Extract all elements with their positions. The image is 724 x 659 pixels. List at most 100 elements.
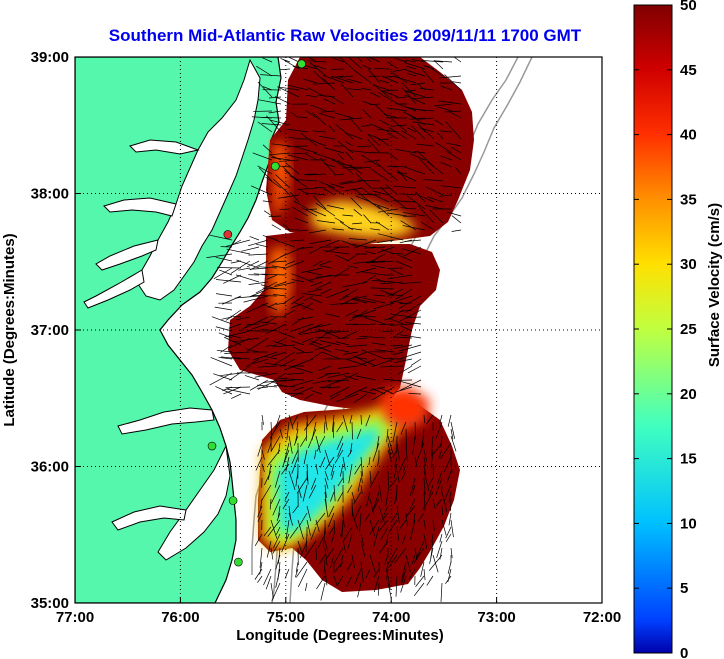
station-marker (234, 557, 243, 567)
velocity-vector (380, 75, 399, 84)
velocity-vector (342, 414, 348, 432)
velocity-vector (439, 194, 453, 197)
velocity-vector (302, 302, 314, 310)
velocity-vector (351, 491, 356, 503)
velocity-vector (270, 154, 282, 161)
velocity-vector (383, 505, 389, 515)
velocity-vector (210, 357, 233, 367)
velocity-vector (318, 265, 332, 269)
velocity-vector (422, 491, 434, 510)
velocity-vector (319, 260, 332, 266)
velocity-vector (439, 130, 453, 133)
velocity-vector (373, 302, 395, 310)
velocity-vector (359, 335, 386, 339)
velocity-vector (292, 505, 299, 514)
velocity-vector (405, 442, 408, 462)
velocity-vector (279, 428, 284, 439)
velocity-vector (387, 288, 404, 297)
velocity-vector (375, 104, 390, 119)
station-marker (270, 161, 280, 171)
velocity-vector (348, 238, 368, 241)
velocity-vector (415, 191, 426, 203)
velocity-vector (265, 575, 272, 590)
velocity-vector (267, 519, 281, 537)
pamlico-sound (157, 444, 231, 561)
velocity-vector (380, 281, 404, 285)
velocity-vector (329, 95, 345, 105)
velocity-vector (399, 519, 407, 530)
velocity-vector (261, 116, 282, 119)
velocity-vector (451, 215, 462, 224)
velocity-vector (274, 239, 296, 248)
velocity-vector (394, 358, 413, 363)
velocity-vector (369, 246, 386, 249)
velocity-vector (395, 575, 398, 597)
velocity-vector (392, 68, 408, 72)
velocity-vector (396, 505, 400, 524)
velocity-vector (390, 512, 398, 523)
colorbar-tick-label: 5 (680, 580, 688, 597)
x-tick-label: 77:00 (56, 609, 94, 626)
velocity-vector (213, 373, 233, 381)
velocity-vector (257, 512, 263, 522)
velocity-vector (436, 540, 443, 558)
velocity-vector (318, 112, 336, 119)
velocity-vector (252, 152, 273, 161)
velocity-vector (338, 57, 354, 70)
velocity-vector (450, 547, 453, 559)
velocity-vector (405, 505, 416, 518)
velocity-vector (443, 484, 452, 502)
velocity-vector (320, 157, 336, 175)
velocity-vector (353, 491, 362, 505)
velocity-vector (257, 81, 273, 98)
velocity-vector (265, 176, 282, 189)
velocity-vector (263, 379, 287, 383)
velocity-vector (328, 526, 335, 535)
velocity-vector (324, 568, 328, 586)
velocity-vector (388, 274, 413, 280)
velocity-vector (410, 358, 422, 366)
x-tick-label: 75:00 (267, 609, 305, 626)
velocity-vector (252, 295, 278, 297)
velocity-vector (355, 195, 372, 203)
velocity-vector (347, 484, 353, 493)
grid-lines (75, 57, 602, 603)
velocity-vector (371, 388, 386, 395)
velocity-vector (309, 239, 332, 245)
velocity-vector (271, 143, 291, 147)
velocity-vector (444, 74, 462, 91)
velocity-vector (291, 279, 305, 283)
velocity-vector (296, 351, 314, 354)
velocity-vector (272, 344, 296, 348)
velocity-vector (315, 202, 336, 217)
velocity-vector (289, 175, 309, 189)
velocity-vector (324, 484, 327, 498)
velocity-vector (297, 187, 318, 190)
velocity-vector (395, 76, 417, 84)
velocity-vector (299, 330, 323, 336)
velocity-vector (364, 512, 371, 522)
velocity-vector (308, 288, 323, 293)
velocity-vector (454, 166, 462, 175)
velocity-vector (389, 153, 399, 161)
velocity-vector (310, 104, 327, 112)
velocity-vector (403, 212, 426, 217)
velocity-vector (400, 421, 407, 435)
velocity-vector (415, 575, 425, 587)
velocity-vector (258, 99, 282, 105)
velocity-vector (243, 295, 269, 303)
velocity-vector (284, 491, 290, 501)
velocity-vector (450, 519, 454, 538)
velocity-vector (343, 526, 353, 542)
velocity-vector (362, 64, 372, 70)
y-tick-label: 36:00 (31, 459, 69, 476)
northern-eddy (310, 200, 418, 238)
velocity-vector (432, 519, 435, 531)
velocity-vector (329, 491, 335, 502)
velocity-vector (445, 575, 452, 585)
velocity-vector (390, 268, 404, 276)
colorbar-tick-label: 25 (680, 321, 697, 338)
velocity-vector (323, 561, 326, 574)
velocity-vector (427, 477, 434, 488)
velocity-vector (413, 108, 435, 112)
